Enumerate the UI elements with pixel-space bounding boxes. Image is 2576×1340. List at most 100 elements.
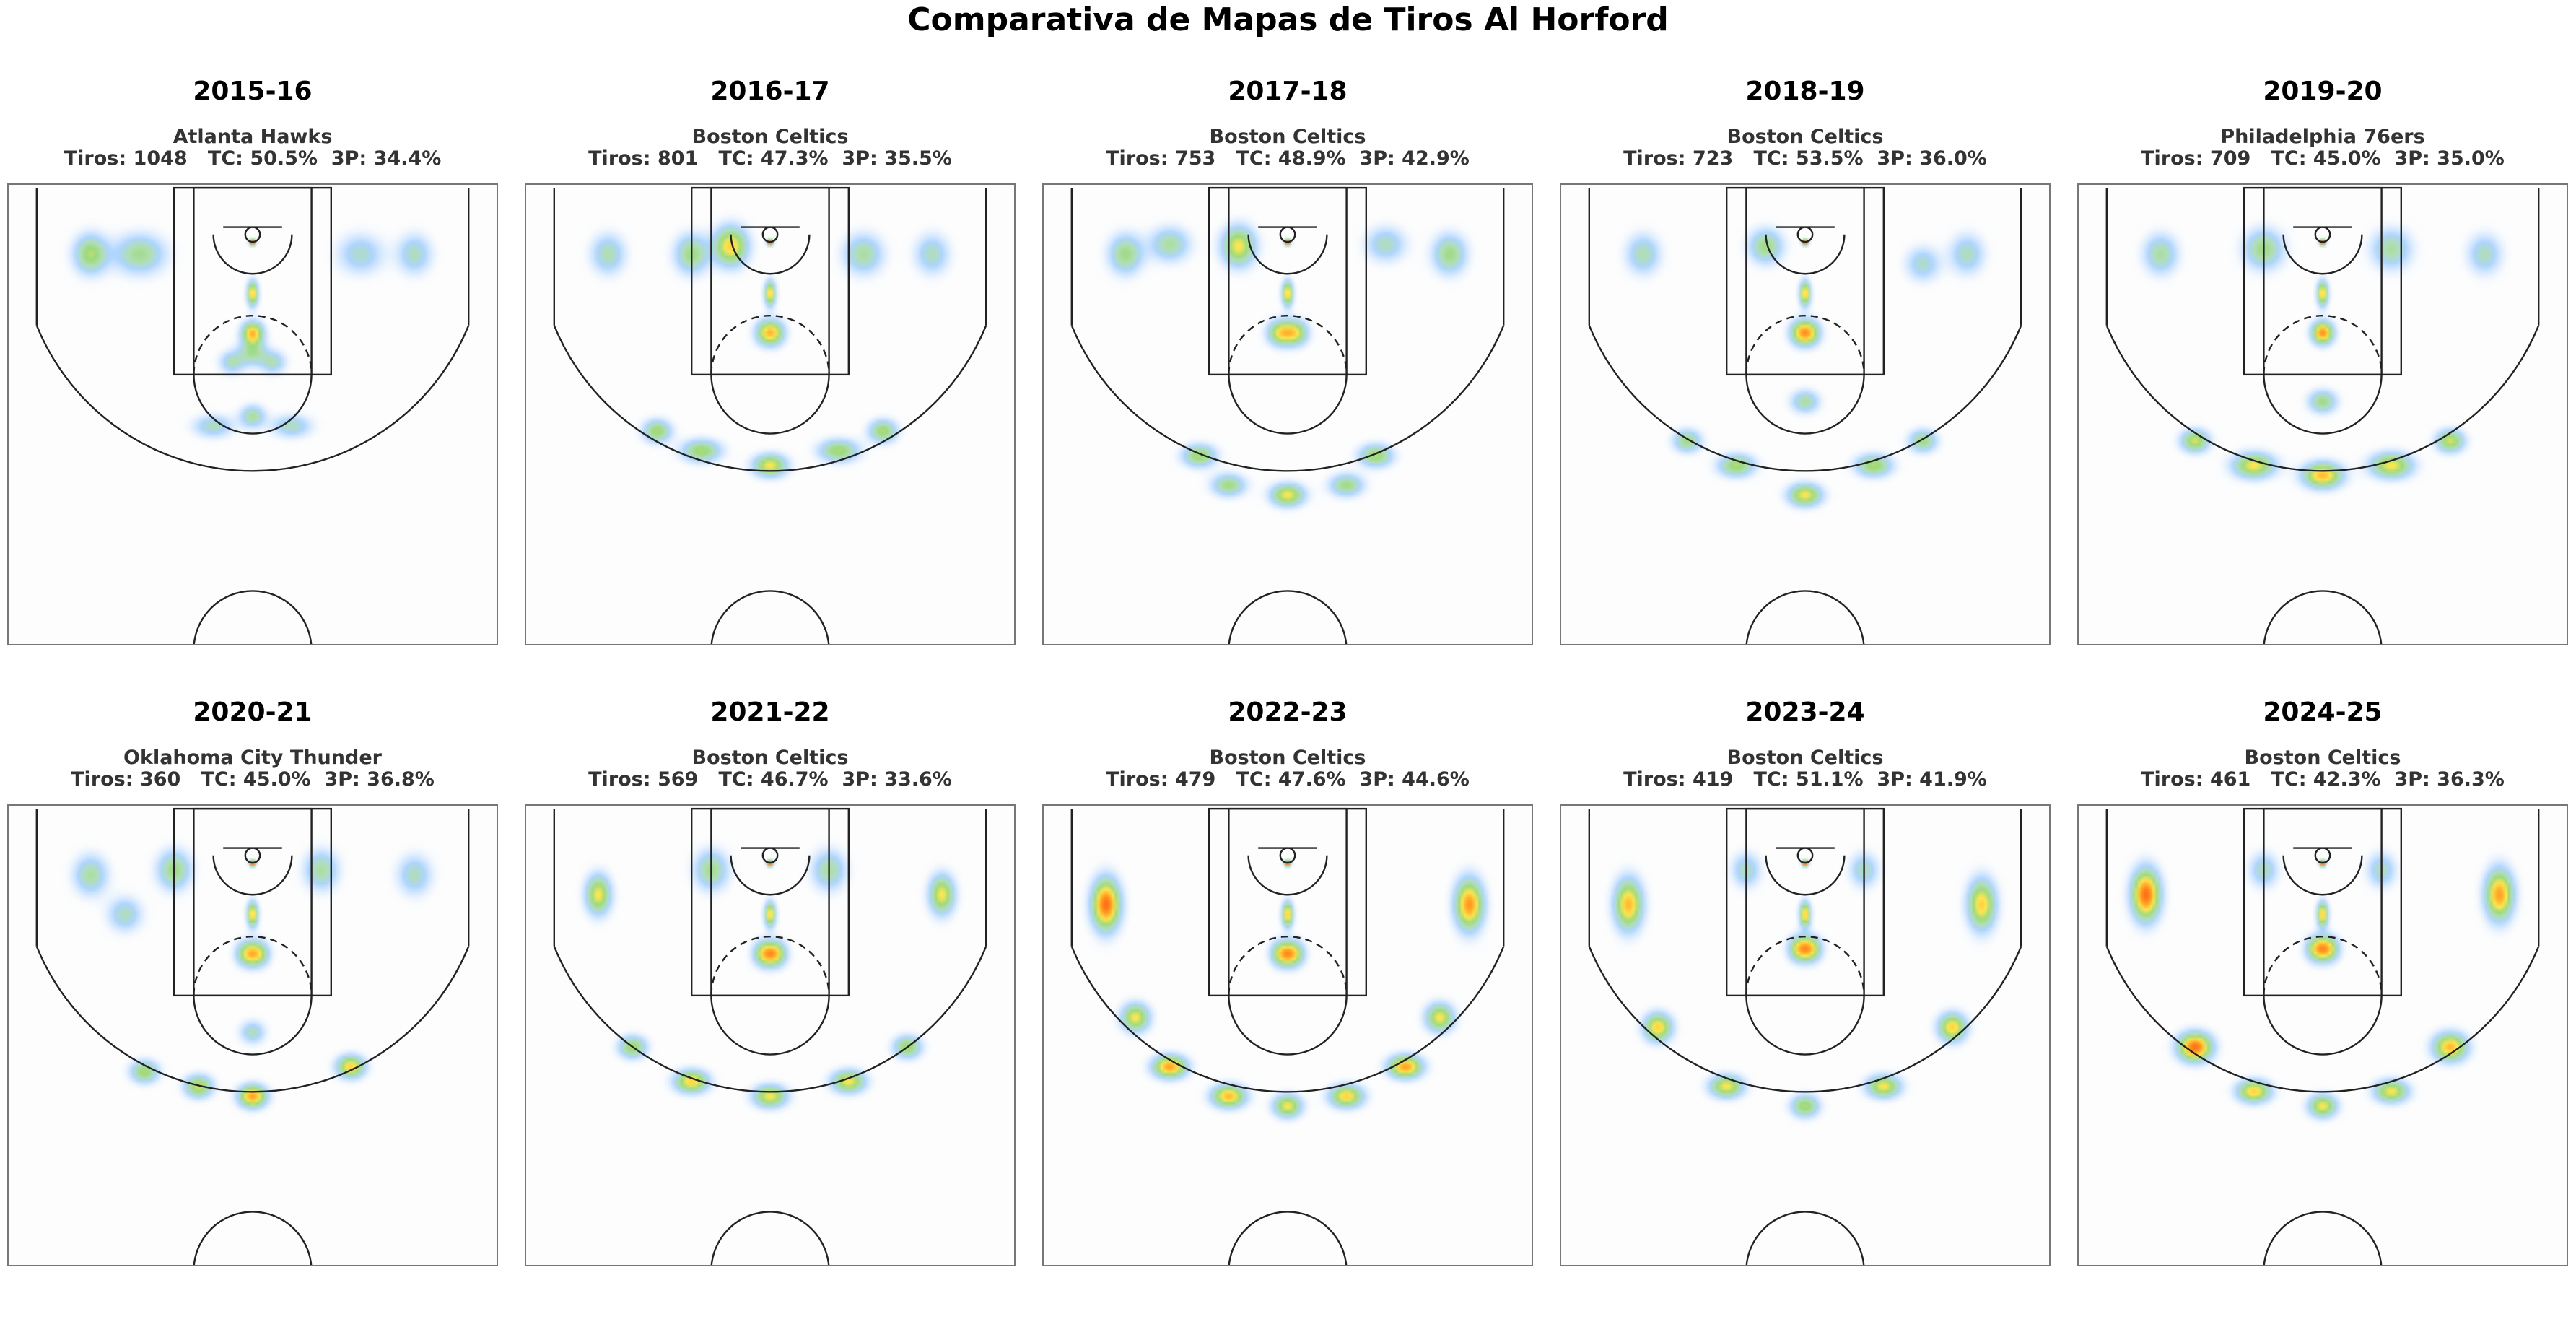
stats-label: Tiros: 723 TC: 53.5% 3P: 36.0% [1623, 147, 1987, 170]
hoop [1796, 847, 1814, 864]
heatmap-layer [2077, 183, 2568, 645]
hoop [1279, 847, 1296, 864]
court-border [7, 804, 498, 1266]
chart-title: Comparativa de Mapas de Tiros Al Horford [907, 1, 1669, 38]
paint-inner [1745, 807, 1865, 997]
free-throw-arc-dashed [1228, 936, 1348, 996]
court-heatmap [525, 183, 1016, 645]
court-lines [2105, 186, 2540, 645]
free-throw-arc [710, 995, 830, 1056]
center-court-arc [2263, 1211, 2383, 1266]
shot-chart-panel: 2017-18 Boston Celtics Tiros: 753 TC: 48.9… [1042, 69, 1533, 719]
free-throw-arc [2263, 995, 2383, 1056]
center-court-arc [1228, 590, 1348, 645]
stats-label: Tiros: 461 TC: 42.3% 3P: 36.3% [2141, 768, 2505, 791]
hoop [1279, 226, 1296, 243]
team-label: Boston Celtics [1726, 747, 1884, 769]
heatmap-layer [1560, 183, 2051, 645]
restricted-area [2282, 234, 2363, 275]
court-heatmap [7, 183, 498, 645]
court-border [1560, 183, 2051, 645]
free-throw-arc [1745, 995, 1865, 1056]
heatmap-layer [7, 804, 498, 1266]
restricted-area [212, 855, 293, 896]
heatmap-layer [7, 183, 498, 645]
hoop [244, 847, 261, 864]
free-throw-arc-dashed [1228, 315, 1348, 375]
free-throw-arc-dashed [193, 315, 313, 375]
team-label: Boston Celtics [1209, 747, 1366, 769]
stats-label: Tiros: 479 TC: 47.6% 3P: 44.6% [1106, 768, 1470, 791]
restricted-area [730, 855, 811, 896]
free-throw-arc-dashed [1745, 936, 1865, 996]
stats-label: Tiros: 569 TC: 46.7% 3P: 33.6% [588, 768, 952, 791]
stats-label: Tiros: 1048 TC: 50.5% 3P: 34.4% [64, 147, 442, 170]
team-label: Boston Celtics [691, 126, 849, 148]
free-throw-arc-dashed [1745, 315, 1865, 375]
court-lines [35, 807, 470, 1266]
free-throw-arc [1745, 374, 1865, 435]
center-court-arc [710, 590, 830, 645]
court-border [7, 183, 498, 645]
restricted-area [1765, 855, 1846, 896]
court-heatmap [1042, 804, 1533, 1266]
stats-label: Tiros: 801 TC: 47.3% 3P: 35.5% [588, 147, 952, 170]
shot-chart-panel: 2016-17 Boston Celtics Tiros: 801 TC: 47.3… [525, 69, 1016, 719]
paint-inner [710, 186, 830, 376]
court-lines [35, 186, 470, 645]
hoop [2314, 847, 2331, 864]
season-label: 2020-21 [193, 697, 313, 727]
paint-inner [1228, 807, 1348, 997]
court-border [1042, 183, 1533, 645]
free-throw-arc-dashed [2263, 936, 2383, 996]
three-point-arc [35, 946, 470, 1093]
restricted-area [1765, 234, 1846, 275]
season-label: 2023-24 [1745, 697, 1865, 727]
center-court-arc [193, 1211, 313, 1266]
three-point-arc [553, 325, 987, 472]
center-court-arc [193, 590, 313, 645]
court-border [1560, 804, 2051, 1266]
team-label: Boston Celtics [2244, 747, 2401, 769]
heatmap-layer [1560, 804, 2051, 1266]
season-label: 2015-16 [193, 77, 313, 106]
court-border [525, 804, 1016, 1266]
shot-chart-panel: 2020-21 Oklahoma City Thunder Tiros: 360 T… [7, 690, 498, 1340]
shot-chart-panel: 2024-25 Boston Celtics Tiros: 461 TC: 42.3… [2077, 690, 2568, 1340]
season-label: 2016-17 [710, 77, 830, 106]
restricted-area [730, 234, 811, 275]
court-border [1042, 804, 1533, 1266]
season-label: 2024-25 [2263, 697, 2383, 727]
hoop [1796, 226, 1814, 243]
paint-inner [2263, 186, 2383, 376]
court-lines [1070, 807, 1505, 1266]
restricted-area [1247, 855, 1328, 896]
court-heatmap [2077, 804, 2568, 1266]
restricted-area [1247, 234, 1328, 275]
court-border [2077, 804, 2568, 1266]
shot-chart-panel: 2023-24 Boston Celtics Tiros: 419 TC: 51.1… [1560, 690, 2051, 1340]
restricted-area [2282, 855, 2363, 896]
court-heatmap [7, 804, 498, 1266]
free-throw-arc [193, 995, 313, 1056]
court-heatmap [1560, 183, 2051, 645]
shot-chart-panel: 2015-16 Atlanta Hawks Tiros: 1048 TC: 50.5… [7, 69, 498, 719]
heatmap-layer [1042, 183, 1533, 645]
team-label: Philadelphia 76ers [2220, 126, 2425, 148]
court-lines [553, 807, 987, 1266]
court-heatmap [1560, 804, 2051, 1266]
free-throw-arc-dashed [710, 936, 830, 996]
stats-label: Tiros: 360 TC: 45.0% 3P: 36.8% [71, 768, 435, 791]
three-point-arc [1070, 946, 1505, 1093]
court-lines [1588, 186, 2022, 645]
stats-label: Tiros: 753 TC: 48.9% 3P: 42.9% [1106, 147, 1470, 170]
free-throw-arc [1228, 374, 1348, 435]
center-court-arc [1745, 1211, 1865, 1266]
free-throw-arc-dashed [710, 315, 830, 375]
court-heatmap [525, 804, 1016, 1266]
shot-chart-panel: 2022-23 Boston Celtics Tiros: 479 TC: 47.6… [1042, 690, 1533, 1340]
team-label: Boston Celtics [1209, 126, 1366, 148]
center-court-arc [2263, 590, 2383, 645]
heatmap-layer [2077, 804, 2568, 1266]
shot-chart-panel: 2018-19 Boston Celtics Tiros: 723 TC: 53.5… [1560, 69, 2051, 719]
